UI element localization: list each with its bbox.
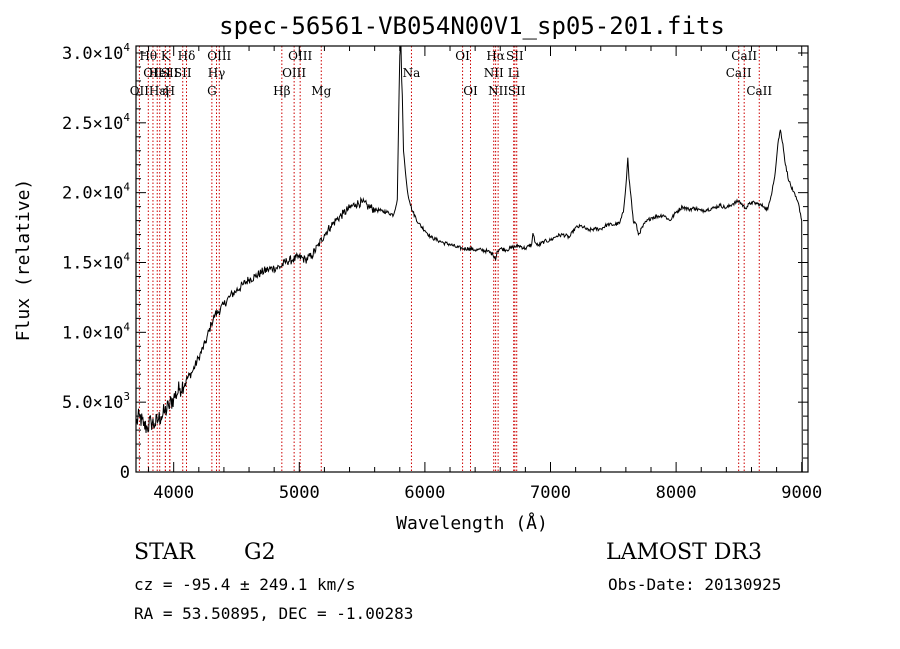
x-tick-label: 8000: [656, 483, 697, 503]
spectral-line-label: NII: [484, 66, 504, 80]
spectral-line-label: CaII: [746, 84, 772, 98]
spectral-line-label: Hα: [486, 49, 505, 63]
series-line-spectrum: [135, 45, 803, 473]
y-tick-mantissa: 2.0×10: [62, 184, 123, 204]
spectral-line-label: HeI: [149, 66, 172, 80]
y-tick-label: 2.0×104: [62, 181, 130, 204]
coordinates: RA = 53.50895, DEC = -1.00283: [134, 604, 414, 623]
spectral-line-label: OIII: [288, 49, 312, 63]
spectral-line-label: Hβ: [273, 84, 290, 98]
spectral-line-label: H: [165, 84, 175, 98]
y-axis-label: Flux (relative): [13, 179, 34, 342]
object-class: STAR: [134, 540, 195, 565]
x-tick-label: 7000: [530, 483, 571, 503]
y-tick-label: 1.5×104: [62, 250, 130, 273]
spectral-line-label: K: [161, 49, 171, 63]
x-tick-label: 6000: [404, 483, 445, 503]
x-tick-label: 4000: [153, 483, 194, 503]
spectral-line-label: OII: [130, 84, 150, 98]
y-tick-label: 3.0×104: [62, 41, 130, 64]
spectral-line-label: Li: [508, 66, 520, 80]
y-tick-exponent: 4: [123, 181, 130, 194]
x-tick-label: 5000: [279, 483, 320, 503]
survey-name: LAMOST DR3: [606, 540, 762, 565]
spectral-line-label: η: [162, 84, 169, 98]
x-tick-label: 9000: [781, 483, 822, 503]
spectral-line-label: Hγ: [208, 66, 226, 80]
spectral-line-label: G: [207, 84, 217, 98]
spectral-line-label: OI: [455, 49, 470, 63]
spectral-line-label: SII: [506, 49, 524, 63]
y-tick-exponent: 4: [123, 41, 130, 54]
spectral-line-label: Mg: [311, 84, 331, 98]
y-tick-exponent: 4: [123, 111, 130, 124]
spectral-line-label: OII: [143, 66, 163, 80]
y-tick-label: 0: [120, 463, 130, 483]
spectral-line-label: Hε: [149, 84, 166, 98]
y-tick-label: 2.5×104: [62, 111, 130, 134]
y-tick-label: 5.0×103: [62, 390, 130, 413]
spectral-lines: OIIHθOIIHεHeIKηSIIHSIIHδGHγOIIIHβOIIIOII…: [130, 46, 772, 472]
spectral-line-label: CaII: [726, 66, 752, 80]
spectral-line-label: NII: [488, 84, 508, 98]
y-tick-mantissa: 1.5×10: [62, 253, 123, 273]
spectral-line-label: OI: [463, 84, 478, 98]
y-tick-exponent: 3: [123, 390, 130, 403]
plot-frame: [135, 45, 809, 473]
y-tick-mantissa: 0: [120, 463, 130, 483]
chart-title: spec-56561-VB054N00V1_sp05-201.fits: [219, 12, 725, 40]
y-tick-exponent: 4: [123, 320, 130, 333]
spectral-line-label: Na: [403, 66, 421, 80]
y-tick-exponent: 4: [123, 250, 130, 263]
spectral-line-label: SII: [161, 66, 179, 80]
spectral-line-label: CaII: [731, 49, 757, 63]
y-tick-mantissa: 5.0×10: [62, 393, 123, 413]
spectral-line-label: OIII: [207, 49, 231, 63]
spectral-line-label: Hθ: [139, 49, 157, 63]
y-tick-label: 1.0×104: [62, 320, 130, 343]
x-axis-label: Wavelength (Å): [396, 512, 548, 534]
observation-date: Obs-Date: 20130925: [608, 575, 782, 594]
axis-ticks: 4000 5000 6000 7000 8000 900005.0×1031.0×1041…: [62, 41, 822, 503]
spectral-line-label: SII: [508, 84, 526, 98]
y-tick-mantissa: 1.0×10: [62, 323, 123, 343]
redshift-cz: cz = -95.4 ± 249.1 km/s: [134, 575, 356, 594]
spectral-line-label: OIII: [282, 66, 306, 80]
spectral-line-label: Hδ: [178, 49, 196, 63]
y-tick-mantissa: 3.0×10: [62, 44, 123, 64]
spectral-line-label: SII: [174, 66, 192, 80]
y-tick-mantissa: 2.5×10: [62, 114, 123, 134]
object-subclass: G2: [244, 540, 276, 565]
